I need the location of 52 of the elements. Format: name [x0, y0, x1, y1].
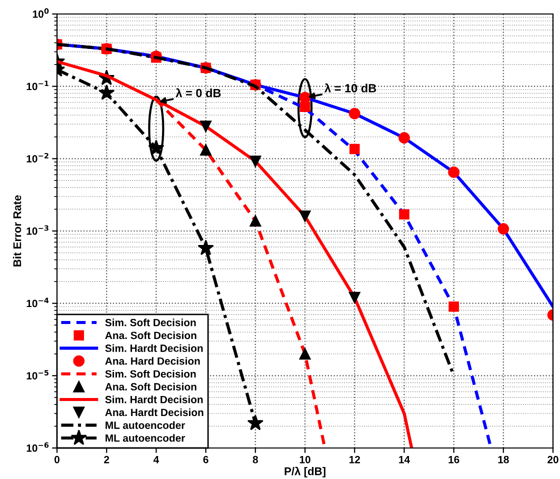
legend-label: Sim. Soft Decision [105, 318, 196, 326]
point [349, 144, 360, 154]
x-tick-label: 8 [252, 456, 258, 464]
point [348, 292, 360, 304]
point [299, 210, 311, 222]
x-tick-label: 16 [448, 456, 460, 464]
x-tick-label: 20 [548, 456, 558, 464]
y-tick-label: 10$^{−5}$ [26, 370, 48, 380]
point [399, 209, 410, 220]
legend-label: Sim. Hardt Decision [105, 396, 203, 404]
point [299, 92, 311, 104]
x-tick-label: 6 [203, 456, 208, 464]
point [250, 156, 262, 167]
x-tick-label: 4 [153, 456, 160, 464]
point [200, 120, 212, 132]
y-tick-label: 10$^{0}$ [32, 8, 49, 18]
point [250, 215, 262, 227]
x-tick-label: 0 [54, 456, 60, 464]
legend-label: Sim. Soft Decision [105, 370, 196, 378]
point [200, 144, 212, 156]
y-tick-label: 10$^{−6}$ [26, 442, 49, 452]
x-tick-label: 12 [349, 456, 360, 464]
legend-label: Ana. Hard Decision [105, 357, 200, 365]
x-axis-title: P/λ [dB] [284, 466, 326, 478]
point [448, 166, 460, 178]
point [300, 102, 310, 112]
x-tick-label: 10 [300, 456, 310, 464]
y-tick-label: 10$^{−4}$ [26, 298, 49, 308]
y-axis-title: Bit Error Rate [12, 195, 22, 266]
point [498, 223, 510, 235]
legend-label: ML autoencoder [106, 434, 186, 442]
y-tick-label: 10$^{−3}$ [26, 225, 48, 235]
point [299, 348, 311, 360]
y-tick-label: 10$^{−1}$ [26, 80, 48, 90]
point [98, 84, 115, 100]
point [348, 108, 360, 120]
legend-label: ML autoencoder [106, 421, 186, 429]
legend-label: Sim. Hardt Decision [105, 344, 203, 352]
annotation: λ = 0 dB [176, 88, 221, 98]
legend-label: Ana. Soft Decision [105, 382, 196, 390]
annotation: λ = 10 dB [324, 83, 376, 92]
point [247, 414, 264, 430]
x-tick-label: 14 [399, 456, 410, 464]
legend-label: Ana. Soft Decision [105, 331, 196, 340]
point [148, 140, 164, 156]
x-tick-label: 2 [104, 456, 110, 464]
x-tick-label: 18 [498, 456, 509, 464]
point [198, 240, 214, 256]
point [448, 302, 459, 312]
y-tick-label: 10$^{−2}$ [26, 152, 48, 162]
legend-label: Ana. Hardt Decision [105, 408, 204, 416]
point [398, 132, 410, 144]
